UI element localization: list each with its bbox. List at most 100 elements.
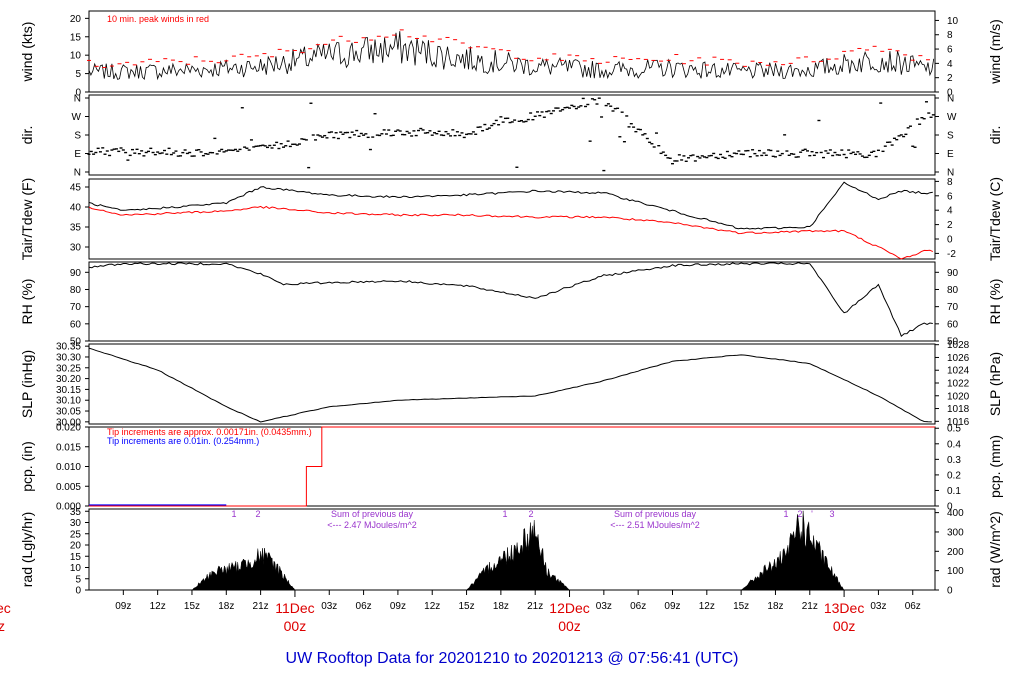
x-day-time-label: 00z <box>833 618 856 634</box>
temp-right-tick-label: 8 <box>947 177 953 188</box>
x-tick-label: 21z <box>527 601 543 612</box>
rh-panel-frame <box>88 261 936 342</box>
temp-right-axis-label: Tair/Tdew (C) <box>987 177 1003 261</box>
dir-right-axis-label: dir. <box>987 126 1003 145</box>
wind-panel-frame <box>88 10 936 93</box>
rad-right-tick-label: 0 <box>947 586 953 597</box>
temp-right-tick-label: 6 <box>947 191 953 202</box>
slp-right-tick-label: 1022 <box>947 378 970 389</box>
rad-right-axis-label: rad (W/m^2) <box>987 511 1003 588</box>
pcp-right-tick-label: 0.2 <box>947 470 961 481</box>
x-day-label: 13Dec <box>824 600 864 616</box>
x-tick-label: 06z <box>630 601 646 612</box>
dir-left-tick-label: N <box>74 168 81 179</box>
x-tick-label: 03z <box>321 601 337 612</box>
temp-left-tick-label: 30 <box>70 243 82 254</box>
rad-left-axis-label: rad (Lgly/hr) <box>19 512 35 587</box>
slp-left-tick-label: 30.35 <box>56 342 81 353</box>
solar-event-marker: 1 <box>502 509 507 519</box>
slp-left-tick-label: 30.30 <box>56 352 81 363</box>
x-tick-label: 09z <box>664 601 680 612</box>
rad-right-tick-label: 200 <box>947 547 964 558</box>
temp-left-tick-label: 35 <box>70 223 82 234</box>
temp-left-tick-label: 40 <box>70 203 82 214</box>
slp-right-tick-label: 1018 <box>947 404 970 415</box>
sea-level-pressure-line <box>88 347 932 423</box>
temp-left-axis-label: Tair/Tdew (F) <box>19 178 35 260</box>
rh-right-axis-label: RH (%) <box>987 279 1003 325</box>
x-tick-label: 18z <box>493 601 509 612</box>
pcp-left-axis-label: pcp. (in) <box>19 441 35 492</box>
rad-right-tick-label: 100 <box>947 566 964 577</box>
rad-left-tick-label: 5 <box>75 574 81 585</box>
x-tick-label: 15z <box>184 601 200 612</box>
solar-radiation-area <box>191 547 296 591</box>
wind-speed-line <box>88 31 935 81</box>
rain-tip-note-red: Tip increments are approx. 0.00171in. (0… <box>107 427 312 437</box>
rh-right-tick-label: 80 <box>947 285 959 296</box>
rh-right-tick-label: 60 <box>947 319 959 330</box>
slp-left-tick-label: 30.10 <box>56 396 81 407</box>
slp-left-tick-label: 30.05 <box>56 407 81 418</box>
slp-left-axis-label: SLP (inHg) <box>19 350 35 418</box>
dir-right-tick-label: S <box>947 131 954 142</box>
dir-right-tick-label: N <box>947 94 954 105</box>
solar-radiation-area <box>466 520 571 591</box>
solar-event-marker: 2 <box>255 509 260 519</box>
pcp-left-tick-label: 0.010 <box>56 462 81 473</box>
slp-left-tick-label: 30.15 <box>56 385 81 396</box>
x-day-label-cut: ec <box>0 600 11 616</box>
x-tick-label: 03z <box>870 601 886 612</box>
rh-left-axis-label: RH (%) <box>19 279 35 325</box>
slp-right-axis-label: SLP (hPa) <box>987 352 1003 416</box>
x-tick-label: 09z <box>115 601 131 612</box>
solar-event-marker: ' <box>811 509 813 519</box>
x-tick-label: 15z <box>458 601 474 612</box>
solar-event-marker: 2 <box>797 509 802 519</box>
slp-right-tick-label: 1026 <box>947 353 970 364</box>
temp-right-tick-label: 4 <box>947 206 953 217</box>
wind-left-tick-label: 10 <box>70 51 82 62</box>
wind-peak-note: 10 min. peak winds in red <box>107 14 209 24</box>
slp-right-tick-label: 1028 <box>947 340 970 351</box>
wind-left-tick-label: 5 <box>75 69 81 80</box>
x-tick-label: 18z <box>218 601 234 612</box>
x-tick-label: 21z <box>802 601 818 612</box>
solar-sum-day1-value: <--- 2.47 MJoules/m^2 <box>327 520 417 530</box>
rh-left-tick-label: 50 <box>70 337 82 348</box>
rad-left-tick-label: 10 <box>70 563 82 574</box>
pcp-right-tick-label: 0 <box>947 502 953 513</box>
solar-event-marker: 3 <box>829 509 834 519</box>
wind-right-tick-label: 8 <box>947 30 953 41</box>
wind-direction-marks <box>87 97 935 172</box>
dir-left-tick-label: E <box>74 149 81 160</box>
rad-right-tick-label: 300 <box>947 527 964 538</box>
temp-left-tick-label: 45 <box>70 183 82 194</box>
rad-left-tick-label: 25 <box>70 529 82 540</box>
dir-left-tick-label: S <box>74 131 81 142</box>
wind-right-tick-label: 10 <box>947 16 959 27</box>
x-tick-label: 03z <box>596 601 612 612</box>
dir-panel-frame <box>88 94 936 176</box>
rh-left-tick-label: 80 <box>70 285 82 296</box>
x-tick-label: 12z <box>424 601 440 612</box>
air-temperature-line <box>88 181 933 230</box>
page-title: UW Rooftop Data for 20201210 to 20201213… <box>285 650 739 667</box>
dew-point-line <box>88 205 934 260</box>
wind-left-axis-label: wind (kts) <box>19 22 35 83</box>
rad-left-tick-label: 20 <box>70 541 82 552</box>
pcp-left-tick-label: 0.005 <box>56 482 81 493</box>
wind-left-tick-label: 20 <box>70 14 82 25</box>
wind-left-tick-label: 0 <box>75 88 81 99</box>
slp-right-tick-label: 1024 <box>947 366 970 377</box>
pcp-left-tick-label: 0.020 <box>56 423 81 434</box>
wind-peak-marks <box>87 29 931 68</box>
pcp-right-tick-label: 0.4 <box>947 439 961 450</box>
temp-right-tick-label: 2 <box>947 220 953 231</box>
pcp-left-tick-label: 0.000 <box>56 502 81 513</box>
wind-right-tick-label: 2 <box>947 73 953 84</box>
pcp-left-tick-label: 0.015 <box>56 442 81 453</box>
rad-right-tick-label: 400 <box>947 508 964 519</box>
rh-left-tick-label: 60 <box>70 319 82 330</box>
